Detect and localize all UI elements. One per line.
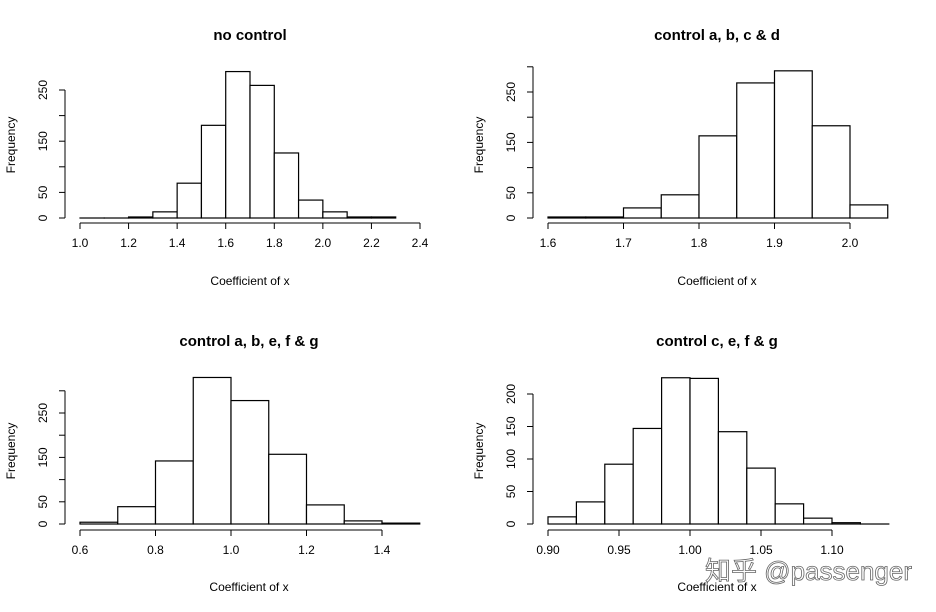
histogram-bar: [127, 216, 154, 219]
y-tick-label: 50: [36, 495, 50, 509]
y-axis-label: Frequency: [4, 117, 18, 174]
histogram-bar: [268, 453, 308, 525]
chart-title: no control: [213, 27, 286, 44]
y-tick-label: 0: [36, 520, 50, 527]
histogram-bar: [585, 216, 625, 219]
histogram-bar: [802, 517, 833, 525]
x-axis-label: Coefficient of x: [210, 274, 289, 288]
y-axis-label: Frequency: [472, 117, 486, 174]
y-tick-label: 0: [504, 520, 518, 527]
histogram-bar: [736, 82, 776, 219]
y-axis-label: Frequency: [4, 423, 18, 480]
histogram-bar: [547, 516, 577, 525]
x-tick-label: 1.05: [749, 543, 773, 557]
chart-title: control c, e, f & g: [656, 333, 778, 350]
histogram-bar: [622, 207, 662, 219]
x-tick-label: 2.4: [412, 236, 429, 250]
histogram-bar: [79, 521, 119, 525]
y-tick-label: 150: [504, 132, 518, 152]
y-tick-label: 200: [504, 384, 518, 404]
x-axis-label: Coefficient of x: [209, 580, 288, 594]
histogram-bar: [370, 216, 397, 219]
histogram-bar: [773, 70, 813, 219]
y-axis-label: Frequency: [472, 423, 486, 480]
histogram-bar: [273, 152, 300, 219]
y-tick-label: 50: [504, 485, 518, 499]
histogram-bar: [849, 204, 889, 219]
chart-title: control a, b, e, f & g: [179, 333, 318, 350]
x-tick-label: 1.6: [217, 236, 234, 250]
histogram-bar: [575, 501, 606, 525]
x-tick-label: 1.8: [691, 236, 708, 250]
histogram-bar: [154, 460, 194, 525]
y-tick-label: 150: [36, 447, 50, 467]
histogram-bar: [230, 399, 270, 525]
histogram-bar: [547, 216, 587, 219]
y-tick-label: 0: [504, 214, 518, 221]
x-tick-label: 1.9: [766, 236, 783, 250]
watermark: 知乎 @passenger: [705, 556, 912, 586]
x-tick-label: 1.4: [169, 236, 186, 250]
histogram-bar: [381, 522, 421, 525]
x-tick-label: 1.0: [223, 543, 240, 557]
histogram-bar: [192, 376, 232, 525]
histogram-bar: [660, 377, 691, 525]
x-tick-label: 0.90: [536, 543, 560, 557]
x-tick-label: 1.2: [298, 543, 315, 557]
histogram-bar: [297, 199, 324, 219]
x-tick-label: 2.0: [842, 236, 859, 250]
x-axis-label: Coefficient of x: [677, 580, 756, 594]
y-tick-label: 150: [36, 131, 50, 151]
histogram-bar: [117, 506, 157, 525]
x-tick-label: 2.0: [315, 236, 332, 250]
histogram-bar: [322, 211, 348, 219]
histogram-bar: [604, 463, 634, 525]
y-tick-label: 250: [36, 403, 50, 423]
y-tick-label: 150: [504, 416, 518, 436]
histogram-bar: [343, 520, 383, 525]
x-tick-label: 1.10: [820, 543, 844, 557]
x-tick-label: 1.7: [615, 236, 632, 250]
y-tick-label: 250: [36, 80, 50, 100]
x-tick-label: 2.2: [363, 236, 380, 250]
x-tick-label: 1.00: [678, 543, 702, 557]
y-tick-label: 250: [504, 82, 518, 102]
histogram-bar: [225, 70, 251, 219]
histogram-bar: [689, 377, 719, 525]
x-tick-label: 0.8: [147, 543, 164, 557]
y-tick-label: 100: [504, 449, 518, 469]
histogram-bar: [774, 503, 805, 525]
x-tick-label: 1.0: [72, 236, 89, 250]
y-tick-label: 0: [36, 214, 50, 221]
y-tick-label: 50: [36, 185, 50, 199]
chart-title: control a, b, c & d: [654, 27, 780, 44]
histogram-bar: [746, 467, 776, 525]
histogram-bar: [152, 211, 178, 219]
x-tick-label: 1.8: [266, 236, 283, 250]
x-tick-label: 1.4: [374, 543, 391, 557]
histogram-bar: [346, 216, 373, 219]
histogram-bar: [200, 124, 227, 219]
histogram-bar: [831, 522, 861, 525]
histogram-bar: [305, 504, 345, 525]
x-tick-label: 1.2: [120, 236, 137, 250]
histogram-bar: [176, 182, 203, 219]
y-tick-label: 50: [504, 186, 518, 200]
histogram-bar: [249, 84, 275, 219]
histogram-bar: [811, 125, 851, 219]
histogram-bar: [632, 427, 663, 525]
x-axis-label: Coefficient of x: [677, 274, 756, 288]
histogram-bar: [660, 194, 700, 219]
x-tick-label: 0.6: [72, 543, 89, 557]
x-tick-label: 0.95: [607, 543, 631, 557]
histogram-bar: [698, 135, 738, 219]
x-tick-label: 1.6: [540, 236, 557, 250]
histogram-bar: [717, 431, 748, 525]
